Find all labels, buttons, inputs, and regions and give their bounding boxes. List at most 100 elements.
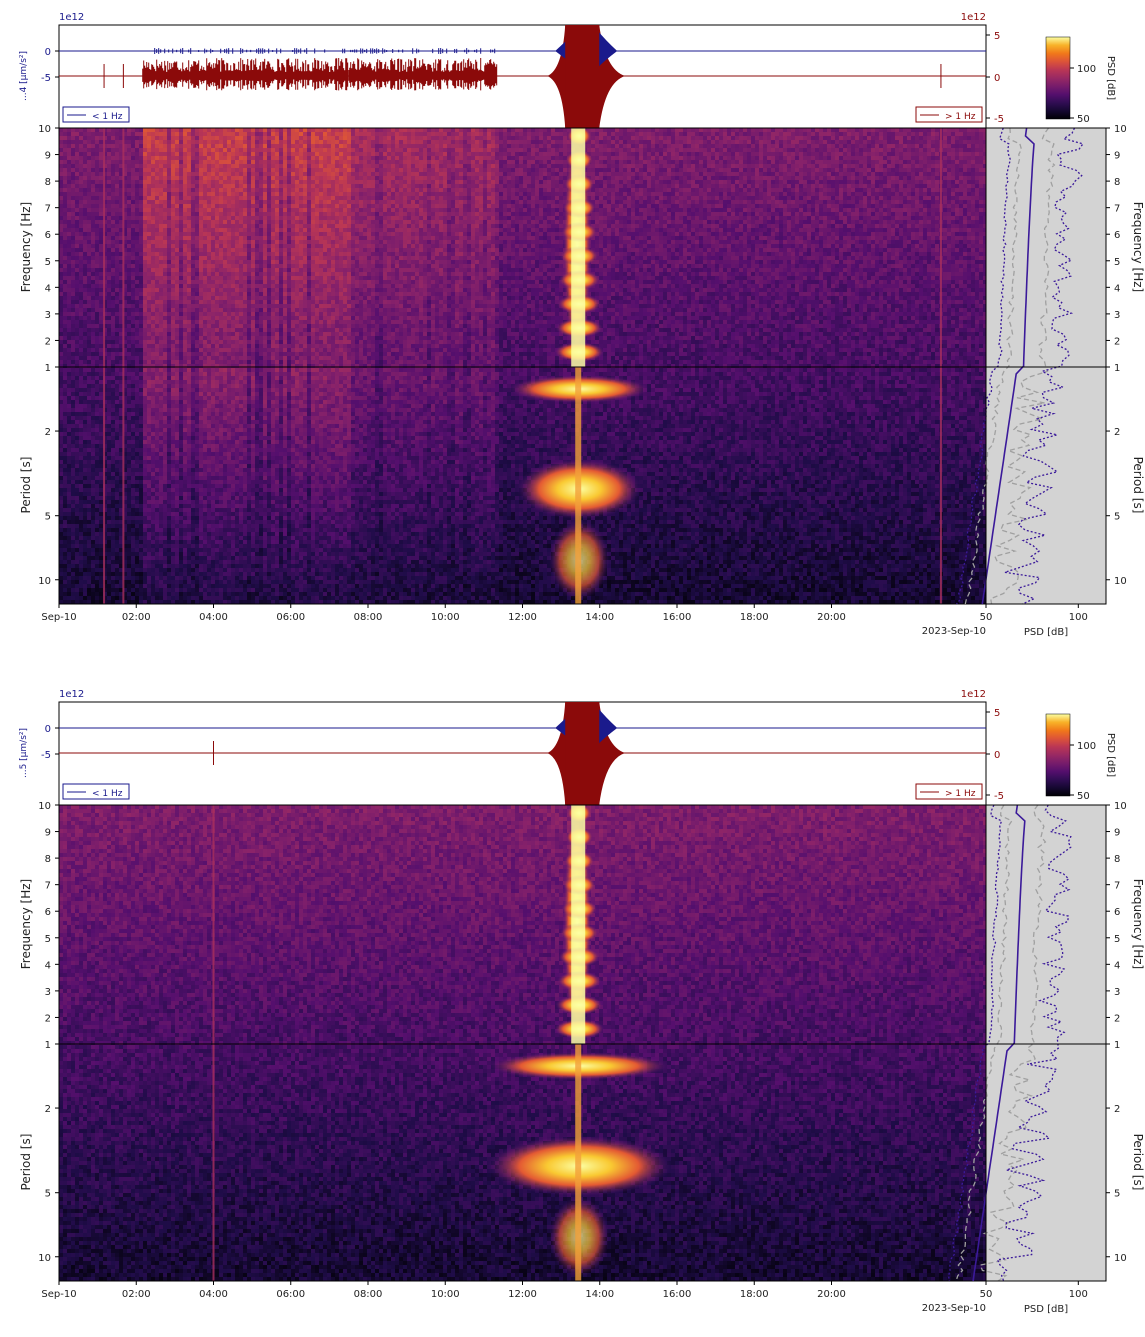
right-tick-label: 0 <box>994 750 1000 761</box>
freq-tick-label: 3 <box>45 987 51 998</box>
psd-right-period-label: Period [s] <box>1131 457 1145 514</box>
date-label: 2023-Sep-10 <box>922 626 986 637</box>
time-tick-label: 02:00 <box>122 612 151 623</box>
period-tick-label: 2 <box>45 427 51 438</box>
legend-high: > 1 Hz <box>916 784 982 799</box>
psd-tick-label: 100 <box>1069 612 1088 623</box>
period-tick-label-right: 2 <box>1114 427 1120 438</box>
right-tick-label: 5 <box>994 31 1000 42</box>
time-tick-label: Sep-10 <box>41 1289 76 1300</box>
spectrogram-cells <box>59 128 987 604</box>
time-tick-label: 20:00 <box>817 612 846 623</box>
psd-axis-label: PSD [dB] <box>1024 1304 1068 1315</box>
period-tick-label-right: 5 <box>1114 1189 1120 1200</box>
freq-tick-label-right: 6 <box>1114 907 1120 918</box>
date-label: 2023-Sep-10 <box>922 1303 986 1314</box>
freq-tick-label: 6 <box>45 907 51 918</box>
left-tick-label: -5 <box>41 73 51 84</box>
time-tick-label: 06:00 <box>276 1289 305 1300</box>
psd-right-freq-label: Frequency [Hz] <box>1131 202 1145 293</box>
time-tick-label: 18:00 <box>740 612 769 623</box>
freq-tick-label: 1 <box>45 1040 51 1051</box>
freq-tick-label: 2 <box>45 336 51 347</box>
left-scale-label: 1e12 <box>59 12 84 23</box>
time-tick-label: 12:00 <box>508 1289 537 1300</box>
time-tick-label: 18:00 <box>740 1289 769 1300</box>
left-tick-label: 0 <box>45 47 51 58</box>
freq-tick-label-right: 8 <box>1114 177 1120 188</box>
right-tick-label: -5 <box>994 114 1004 125</box>
period-tick-label: 5 <box>45 512 51 523</box>
legend-low: < 1 Hz <box>63 107 129 122</box>
freq-tick-label: 7 <box>45 881 51 892</box>
time-tick-label: 16:00 <box>663 1289 692 1300</box>
trace-ylabel: ...5 [µm/s²] <box>19 728 29 778</box>
time-tick-label: 02:00 <box>122 1289 151 1300</box>
time-tick-label: 14:00 <box>585 1289 614 1300</box>
psd-axis-label: PSD [dB] <box>1024 627 1068 638</box>
freq-tick-label: 9 <box>45 151 51 162</box>
colorbar-tick: 100 <box>1077 64 1096 75</box>
time-tick-label: 08:00 <box>354 1289 383 1300</box>
period-tick-label-right: 2 <box>1114 1104 1120 1115</box>
freq-tick-label-right: 5 <box>1114 934 1120 945</box>
time-tick-label: 04:00 <box>199 1289 228 1300</box>
freq-tick-label: 10 <box>38 801 51 812</box>
time-tick-label: 10:00 <box>431 1289 460 1300</box>
freq-tick-label-right: 10 <box>1114 801 1127 812</box>
psd-tick-label: 100 <box>1069 1289 1088 1300</box>
freq-tick-label: 10 <box>38 124 51 135</box>
freq-axis-label: Frequency [Hz] <box>19 879 33 970</box>
freq-tick-label: 7 <box>45 204 51 215</box>
freq-tick-label: 8 <box>45 177 51 188</box>
freq-tick-label-right: 1 <box>1114 1040 1120 1051</box>
colorbar-label: PSD [dB] <box>1105 56 1116 100</box>
time-tick-label: 12:00 <box>508 612 537 623</box>
legend-low-label: < 1 Hz <box>92 112 123 122</box>
time-tick-label: 16:00 <box>663 612 692 623</box>
freq-tick-label: 4 <box>45 960 51 971</box>
colorbar: 100 50 PSD [dB] <box>1046 37 1116 125</box>
freq-tick-label-right: 4 <box>1114 960 1120 971</box>
freq-tick-label-right: 3 <box>1114 310 1120 321</box>
freq-tick-label: 8 <box>45 854 51 865</box>
freq-axis-label: Frequency [Hz] <box>19 202 33 293</box>
freq-tick-label-right: 7 <box>1114 204 1120 215</box>
legend-low-label: < 1 Hz <box>92 789 123 799</box>
colorbar-tick: 100 <box>1077 741 1096 752</box>
freq-tick-label: 1 <box>45 363 51 374</box>
time-tick-label: 06:00 <box>276 612 305 623</box>
right-tick-label: 0 <box>994 73 1000 84</box>
psd-right-period-label: Period [s] <box>1131 1134 1145 1191</box>
right-tick-label: -5 <box>994 791 1004 802</box>
psd-tick-label: 50 <box>980 612 993 623</box>
left-tick-label: 0 <box>45 724 51 735</box>
period-axis-label: Period [s] <box>19 457 33 514</box>
colorbar-tick: 50 <box>1077 114 1090 125</box>
legend-high-label: > 1 Hz <box>945 112 976 122</box>
time-tick-label: 08:00 <box>354 612 383 623</box>
trace-ylabel: ...4 [µm/s²] <box>19 51 29 101</box>
left-tick-label: -5 <box>41 750 51 761</box>
psd-tick-label: 50 <box>980 1289 993 1300</box>
freq-tick-label: 4 <box>45 283 51 294</box>
freq-tick-label-right: 8 <box>1114 854 1120 865</box>
period-tick-label: 10 <box>38 576 51 587</box>
freq-tick-label: 5 <box>45 257 51 268</box>
time-tick-label: 10:00 <box>431 612 460 623</box>
freq-tick-label-right: 4 <box>1114 283 1120 294</box>
time-tick-label: 14:00 <box>585 612 614 623</box>
freq-tick-label-right: 2 <box>1114 1013 1120 1024</box>
period-tick-label-right: 10 <box>1114 1253 1127 1264</box>
time-tick-label: Sep-10 <box>41 612 76 623</box>
freq-tick-label: 2 <box>45 1013 51 1024</box>
legend-high: > 1 Hz <box>916 107 982 122</box>
period-tick-label: 2 <box>45 1104 51 1115</box>
time-tick-label: 20:00 <box>817 1289 846 1300</box>
